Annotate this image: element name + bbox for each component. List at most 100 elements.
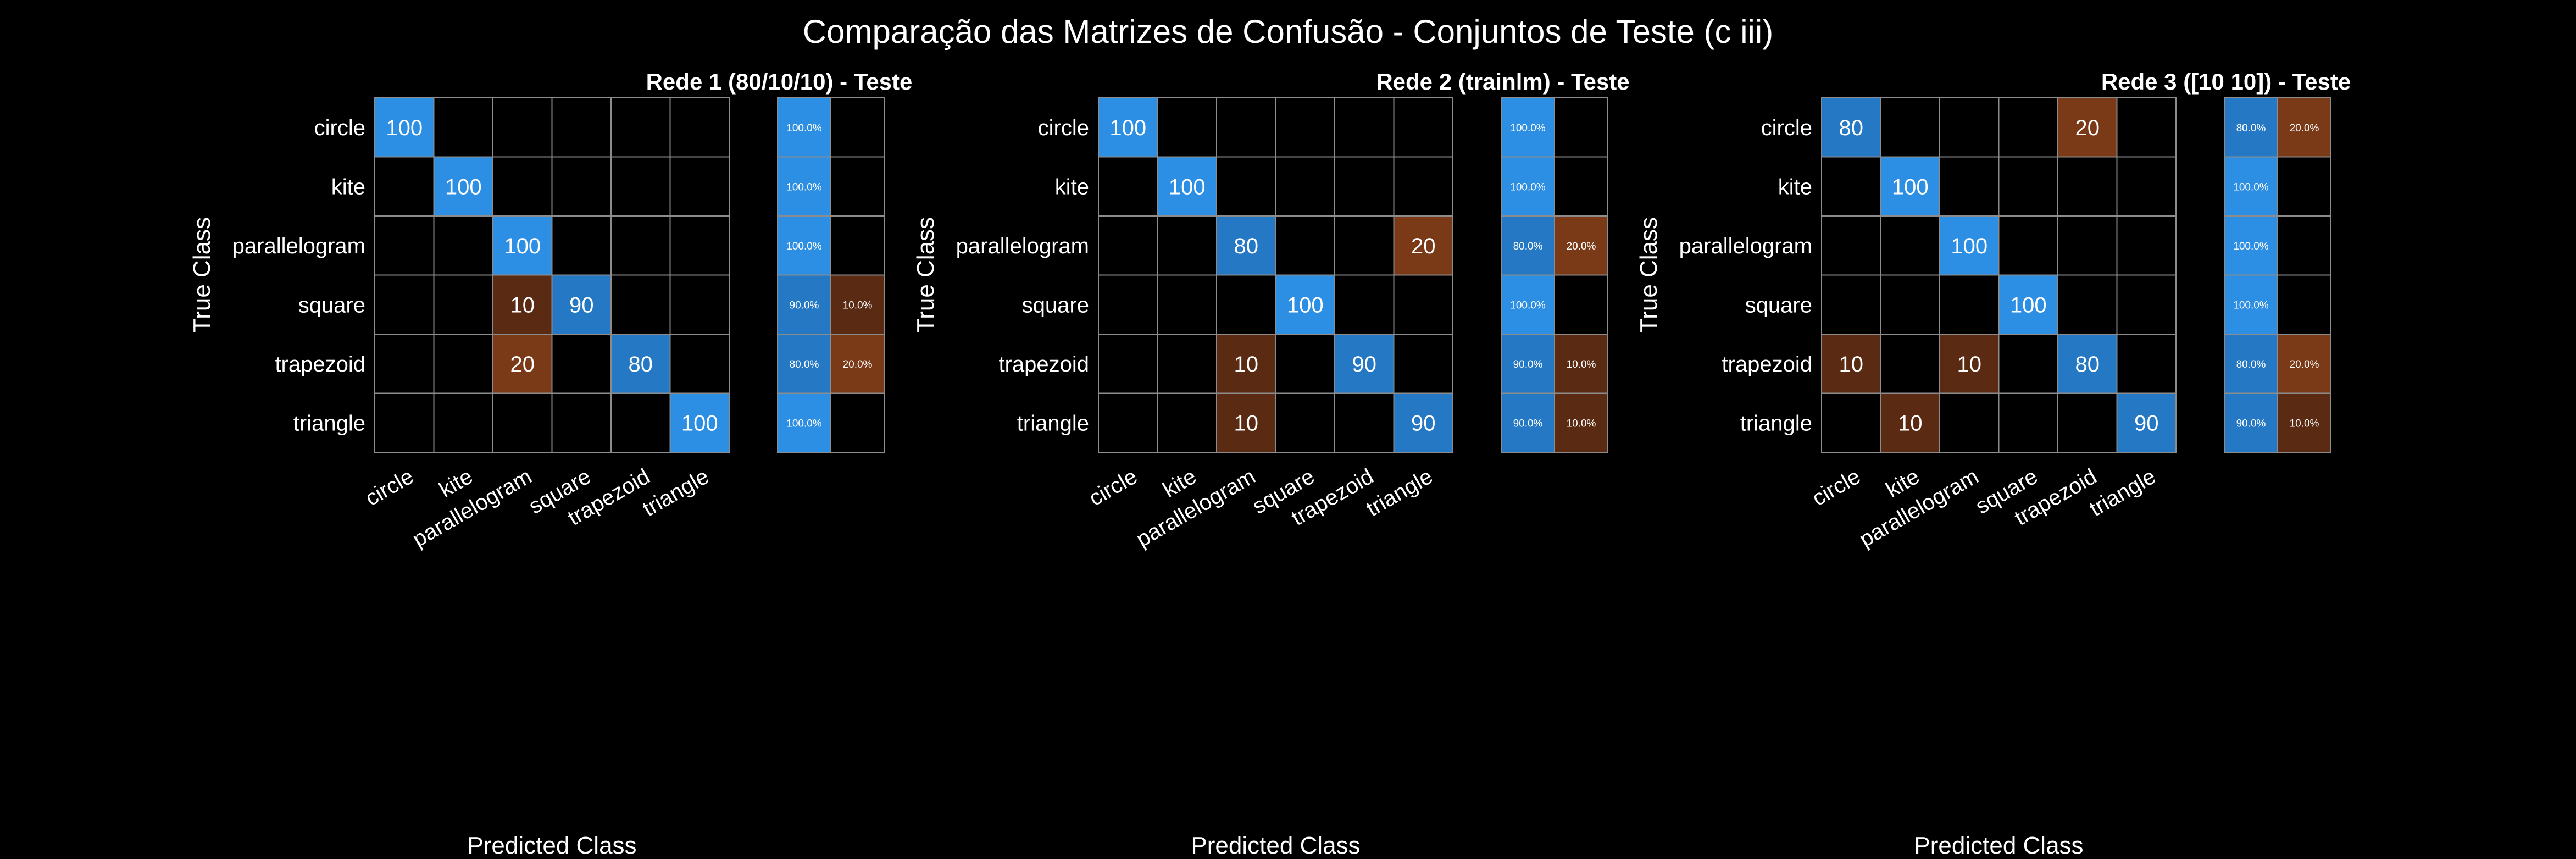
- cell-value: 10: [510, 293, 535, 317]
- summary-percent: 10.0%: [2290, 418, 2319, 429]
- summary-percent: 100.0%: [1510, 300, 1546, 311]
- summary-cell: [777, 97, 831, 158]
- cell-value: 100: [1169, 175, 1206, 199]
- summary-cell: [1554, 392, 1608, 453]
- summary-cell: [2277, 334, 2331, 394]
- y-tick-label: kite: [1055, 175, 1089, 199]
- summary-cell: [1554, 334, 1608, 394]
- summary-percent: 90.0%: [2236, 418, 2266, 429]
- y-tick-label: parallelogram: [956, 234, 1089, 258]
- cell-value: 100: [386, 116, 423, 140]
- matrix-cell: [1393, 392, 1453, 453]
- matrix-cell: [492, 274, 553, 335]
- cell-value: 100: [2010, 293, 2047, 317]
- cell-value: 80: [2075, 352, 2100, 376]
- panel-title: Rede 1 (80/10/10) - Teste: [646, 69, 913, 95]
- summary-percent: 100.0%: [786, 241, 822, 252]
- y-tick-label: square: [298, 293, 365, 317]
- matrix-cell: [2057, 334, 2118, 394]
- cell-value: 90: [1411, 411, 1436, 435]
- matrix-cell: [551, 274, 612, 335]
- matrix-cell: [2057, 97, 2118, 158]
- y-axis-label: True Class: [1635, 217, 1662, 333]
- y-tick-label: triangle: [1017, 411, 1089, 435]
- summary-percent: 100.0%: [1510, 123, 1546, 134]
- summary-cell: [830, 274, 885, 335]
- x-axis-label: Predicted Class: [1191, 832, 1360, 859]
- summary-percent: 90.0%: [1513, 418, 1543, 429]
- summary-cell: [1501, 274, 1555, 335]
- cell-value: 10: [1839, 352, 1864, 376]
- panel-title: Rede 3 ([10 10]) - Teste: [2101, 69, 2351, 95]
- summary-percent: 10.0%: [1567, 418, 1596, 429]
- summary-cell: [777, 156, 831, 217]
- summary-cell: [1501, 392, 1555, 453]
- summary-cell: [2224, 392, 2278, 453]
- summary-cell: [777, 392, 831, 453]
- summary-cell: [1554, 215, 1608, 276]
- summary-cell: [2224, 97, 2278, 158]
- matrix-cell: [1157, 156, 1217, 217]
- cell-value: 80: [1839, 116, 1864, 140]
- summary-cell: [777, 215, 831, 276]
- cell-value: 100: [681, 411, 718, 435]
- x-axis-label: Predicted Class: [467, 832, 636, 859]
- summary-cell: [830, 334, 885, 394]
- summary-percent: 20.0%: [2290, 123, 2319, 134]
- y-tick-label: kite: [331, 175, 365, 199]
- matrix-cell: [1880, 392, 1940, 453]
- cell-value: 10: [1234, 411, 1259, 435]
- matrix-cell: [1216, 392, 1276, 453]
- cell-value: 20: [510, 352, 535, 376]
- matrix-cell: [1216, 215, 1276, 276]
- summary-percent: 80.0%: [2236, 123, 2266, 134]
- summary-percent: 100.0%: [2233, 300, 2269, 311]
- summary-percent: 100.0%: [786, 181, 822, 193]
- y-tick-label: square: [1022, 293, 1089, 317]
- summary-percent: 100.0%: [786, 123, 822, 134]
- summary-percent: 20.0%: [2290, 359, 2319, 370]
- cell-value: 90: [1352, 352, 1377, 376]
- y-tick-label: circle: [1038, 116, 1089, 140]
- matrix-cell: [433, 156, 493, 217]
- cell-value: 100: [1892, 175, 1929, 199]
- matrix-cell: [1821, 97, 1881, 158]
- y-tick-label: parallelogram: [1679, 234, 1812, 258]
- matrix-cell: [1393, 215, 1453, 276]
- cell-value: 90: [569, 293, 594, 317]
- y-tick-label: triangle: [1740, 411, 1812, 435]
- summary-percent: 100.0%: [786, 418, 822, 429]
- summary-percent: 20.0%: [1567, 241, 1596, 252]
- cell-value: 20: [1411, 234, 1436, 258]
- cell-value: 90: [2134, 411, 2159, 435]
- y-tick-label: trapezoid: [998, 352, 1089, 376]
- matrix-cell: [1334, 334, 1395, 394]
- cell-value: 100: [504, 234, 541, 258]
- cell-value: 80: [1234, 234, 1259, 258]
- y-axis-label: True Class: [188, 217, 215, 333]
- y-tick-label: parallelogram: [232, 234, 365, 258]
- cell-value: 10: [1234, 352, 1259, 376]
- summary-cell: [2277, 392, 2331, 453]
- cell-value: 20: [2075, 116, 2100, 140]
- summary-cell: [2224, 215, 2278, 276]
- matrix-cell: [492, 334, 553, 394]
- summary-percent: 80.0%: [1513, 241, 1543, 252]
- y-axis-label: True Class: [912, 217, 939, 333]
- matrix-cell: [2116, 392, 2177, 453]
- matrix-cell: [1821, 334, 1881, 394]
- summary-percent: 10.0%: [843, 300, 873, 311]
- matrix-cell: [1275, 274, 1335, 335]
- summary-cell: [2224, 156, 2278, 217]
- summary-percent: 90.0%: [1513, 359, 1543, 370]
- y-tick-label: trapezoid: [275, 352, 365, 376]
- summary-percent: 10.0%: [1567, 359, 1596, 370]
- summary-percent: 20.0%: [843, 359, 873, 370]
- y-tick-label: circle: [314, 116, 365, 140]
- summary-cell: [1501, 97, 1555, 158]
- y-tick-label: triangle: [293, 411, 365, 435]
- y-tick-label: kite: [1778, 175, 1812, 199]
- summary-cell: [830, 392, 885, 453]
- cell-value: 10: [1957, 352, 1982, 376]
- y-tick-label: circle: [1761, 116, 1812, 140]
